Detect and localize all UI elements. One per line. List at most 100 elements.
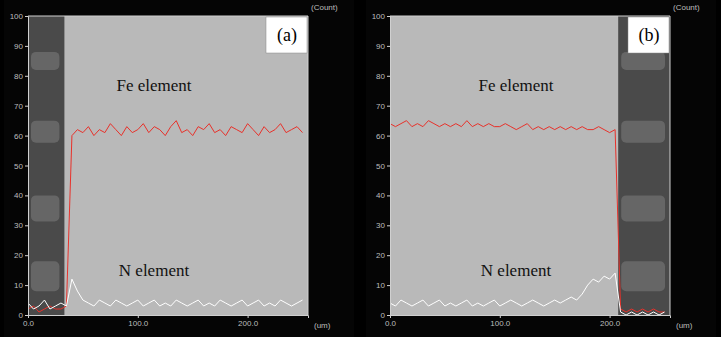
tick: 100.0 <box>490 315 511 328</box>
tick-label: 90 <box>14 42 23 51</box>
tick: 0.0 <box>385 315 397 328</box>
tick-mark <box>390 315 391 318</box>
tick: 90 <box>14 42 28 51</box>
tick-mark <box>25 255 28 256</box>
tick-mark <box>387 46 390 47</box>
frame <box>670 16 671 315</box>
axis-line <box>29 316 309 319</box>
tick-label: 60 <box>376 132 385 141</box>
coating-region <box>618 16 670 315</box>
tick-label: 40 <box>376 191 385 200</box>
tick-label: 50 <box>14 162 23 171</box>
axis-line <box>25 17 29 316</box>
tick: 200.0 <box>600 315 621 328</box>
image-background <box>28 16 308 315</box>
tick-mark <box>25 136 28 137</box>
tick: 10 <box>376 281 390 290</box>
tick-mark <box>25 195 28 196</box>
tick-label: 100.0 <box>490 319 511 328</box>
panel: 01020304050607080901000.0100.0200.0(Coun… <box>366 0 716 337</box>
tick-label: 40 <box>14 191 23 200</box>
series-label: N element <box>119 261 190 280</box>
tick-mark <box>387 16 390 17</box>
tick-mark <box>387 255 390 256</box>
image-texture <box>621 121 665 143</box>
tick: 50 <box>376 162 390 171</box>
tick-mark <box>387 106 390 107</box>
tick-label: 100 <box>10 12 24 21</box>
panel-background <box>366 0 716 337</box>
frame <box>28 16 308 17</box>
tick: 80 <box>14 72 28 81</box>
tick-mark <box>25 16 28 17</box>
tick-label: 30 <box>376 221 385 230</box>
axis-title: (Count) <box>673 3 700 12</box>
panel-letter-box <box>628 17 669 53</box>
tick-mark <box>500 315 501 318</box>
tick-label: 20 <box>376 251 385 260</box>
tick: 90 <box>376 42 390 51</box>
axis-title: (Count) <box>311 3 338 12</box>
tick-mark <box>610 315 611 318</box>
series-label: N element <box>481 261 552 280</box>
tick: 0.0 <box>23 315 35 328</box>
tick-mark <box>25 225 28 226</box>
tick: 60 <box>376 132 390 141</box>
tick-mark <box>25 166 28 167</box>
tick-mark <box>25 315 28 316</box>
tick-label: 200.0 <box>238 319 259 328</box>
tick-label: 10 <box>376 281 385 290</box>
series-line <box>390 121 665 312</box>
panel-background <box>4 0 354 337</box>
image-texture <box>31 52 59 70</box>
tick-mark <box>387 76 390 77</box>
image-texture <box>31 261 59 291</box>
series-label: Fe element <box>116 76 191 95</box>
tick-mark <box>25 76 28 77</box>
tick-label: 0.0 <box>23 319 35 328</box>
tick: 100 <box>372 12 390 21</box>
tick-mark <box>387 166 390 167</box>
plot-marks <box>390 121 665 315</box>
tick: 30 <box>376 221 390 230</box>
axis-title: (um) <box>676 321 693 330</box>
series-line <box>28 121 303 312</box>
tick: 20 <box>14 251 28 260</box>
frame <box>308 16 309 315</box>
tick-label: 60 <box>14 132 23 141</box>
tick-label: 100 <box>372 12 386 21</box>
panel-letter: (a) <box>277 25 297 46</box>
axis-title: (um) <box>314 321 331 330</box>
tick: 30 <box>14 221 28 230</box>
y-axis: 0102030405060708090100 <box>372 12 391 320</box>
tick-label: 80 <box>376 72 385 81</box>
tick-mark <box>387 136 390 137</box>
tick-mark <box>387 315 390 316</box>
tick-label: 70 <box>14 102 23 111</box>
frame <box>390 16 670 17</box>
tick-mark <box>248 315 249 318</box>
image-texture <box>621 261 665 291</box>
tick: 20 <box>376 251 390 260</box>
image-background <box>390 16 670 315</box>
tick-label: 0.0 <box>385 319 397 328</box>
tick-label: 70 <box>376 102 385 111</box>
tick: 70 <box>376 102 390 111</box>
tick-mark <box>28 315 29 318</box>
tick-mark <box>25 285 28 286</box>
tick: 50 <box>14 162 28 171</box>
tick-label: 90 <box>376 42 385 51</box>
tick: 100 <box>10 12 28 21</box>
tick-label: 50 <box>376 162 385 171</box>
panel-letter: (b) <box>639 25 660 46</box>
panel-letter-box <box>266 17 307 53</box>
tick-mark <box>25 106 28 107</box>
image-texture <box>621 52 665 70</box>
tick: 100.0 <box>128 315 149 328</box>
image-texture <box>31 195 59 221</box>
tick-mark <box>387 195 390 196</box>
tick-label: 10 <box>14 281 23 290</box>
y-axis: 0102030405060708090100 <box>10 12 29 320</box>
tick-label: 30 <box>14 221 23 230</box>
x-axis: 0.0 100.0 200.0 <box>23 315 309 328</box>
